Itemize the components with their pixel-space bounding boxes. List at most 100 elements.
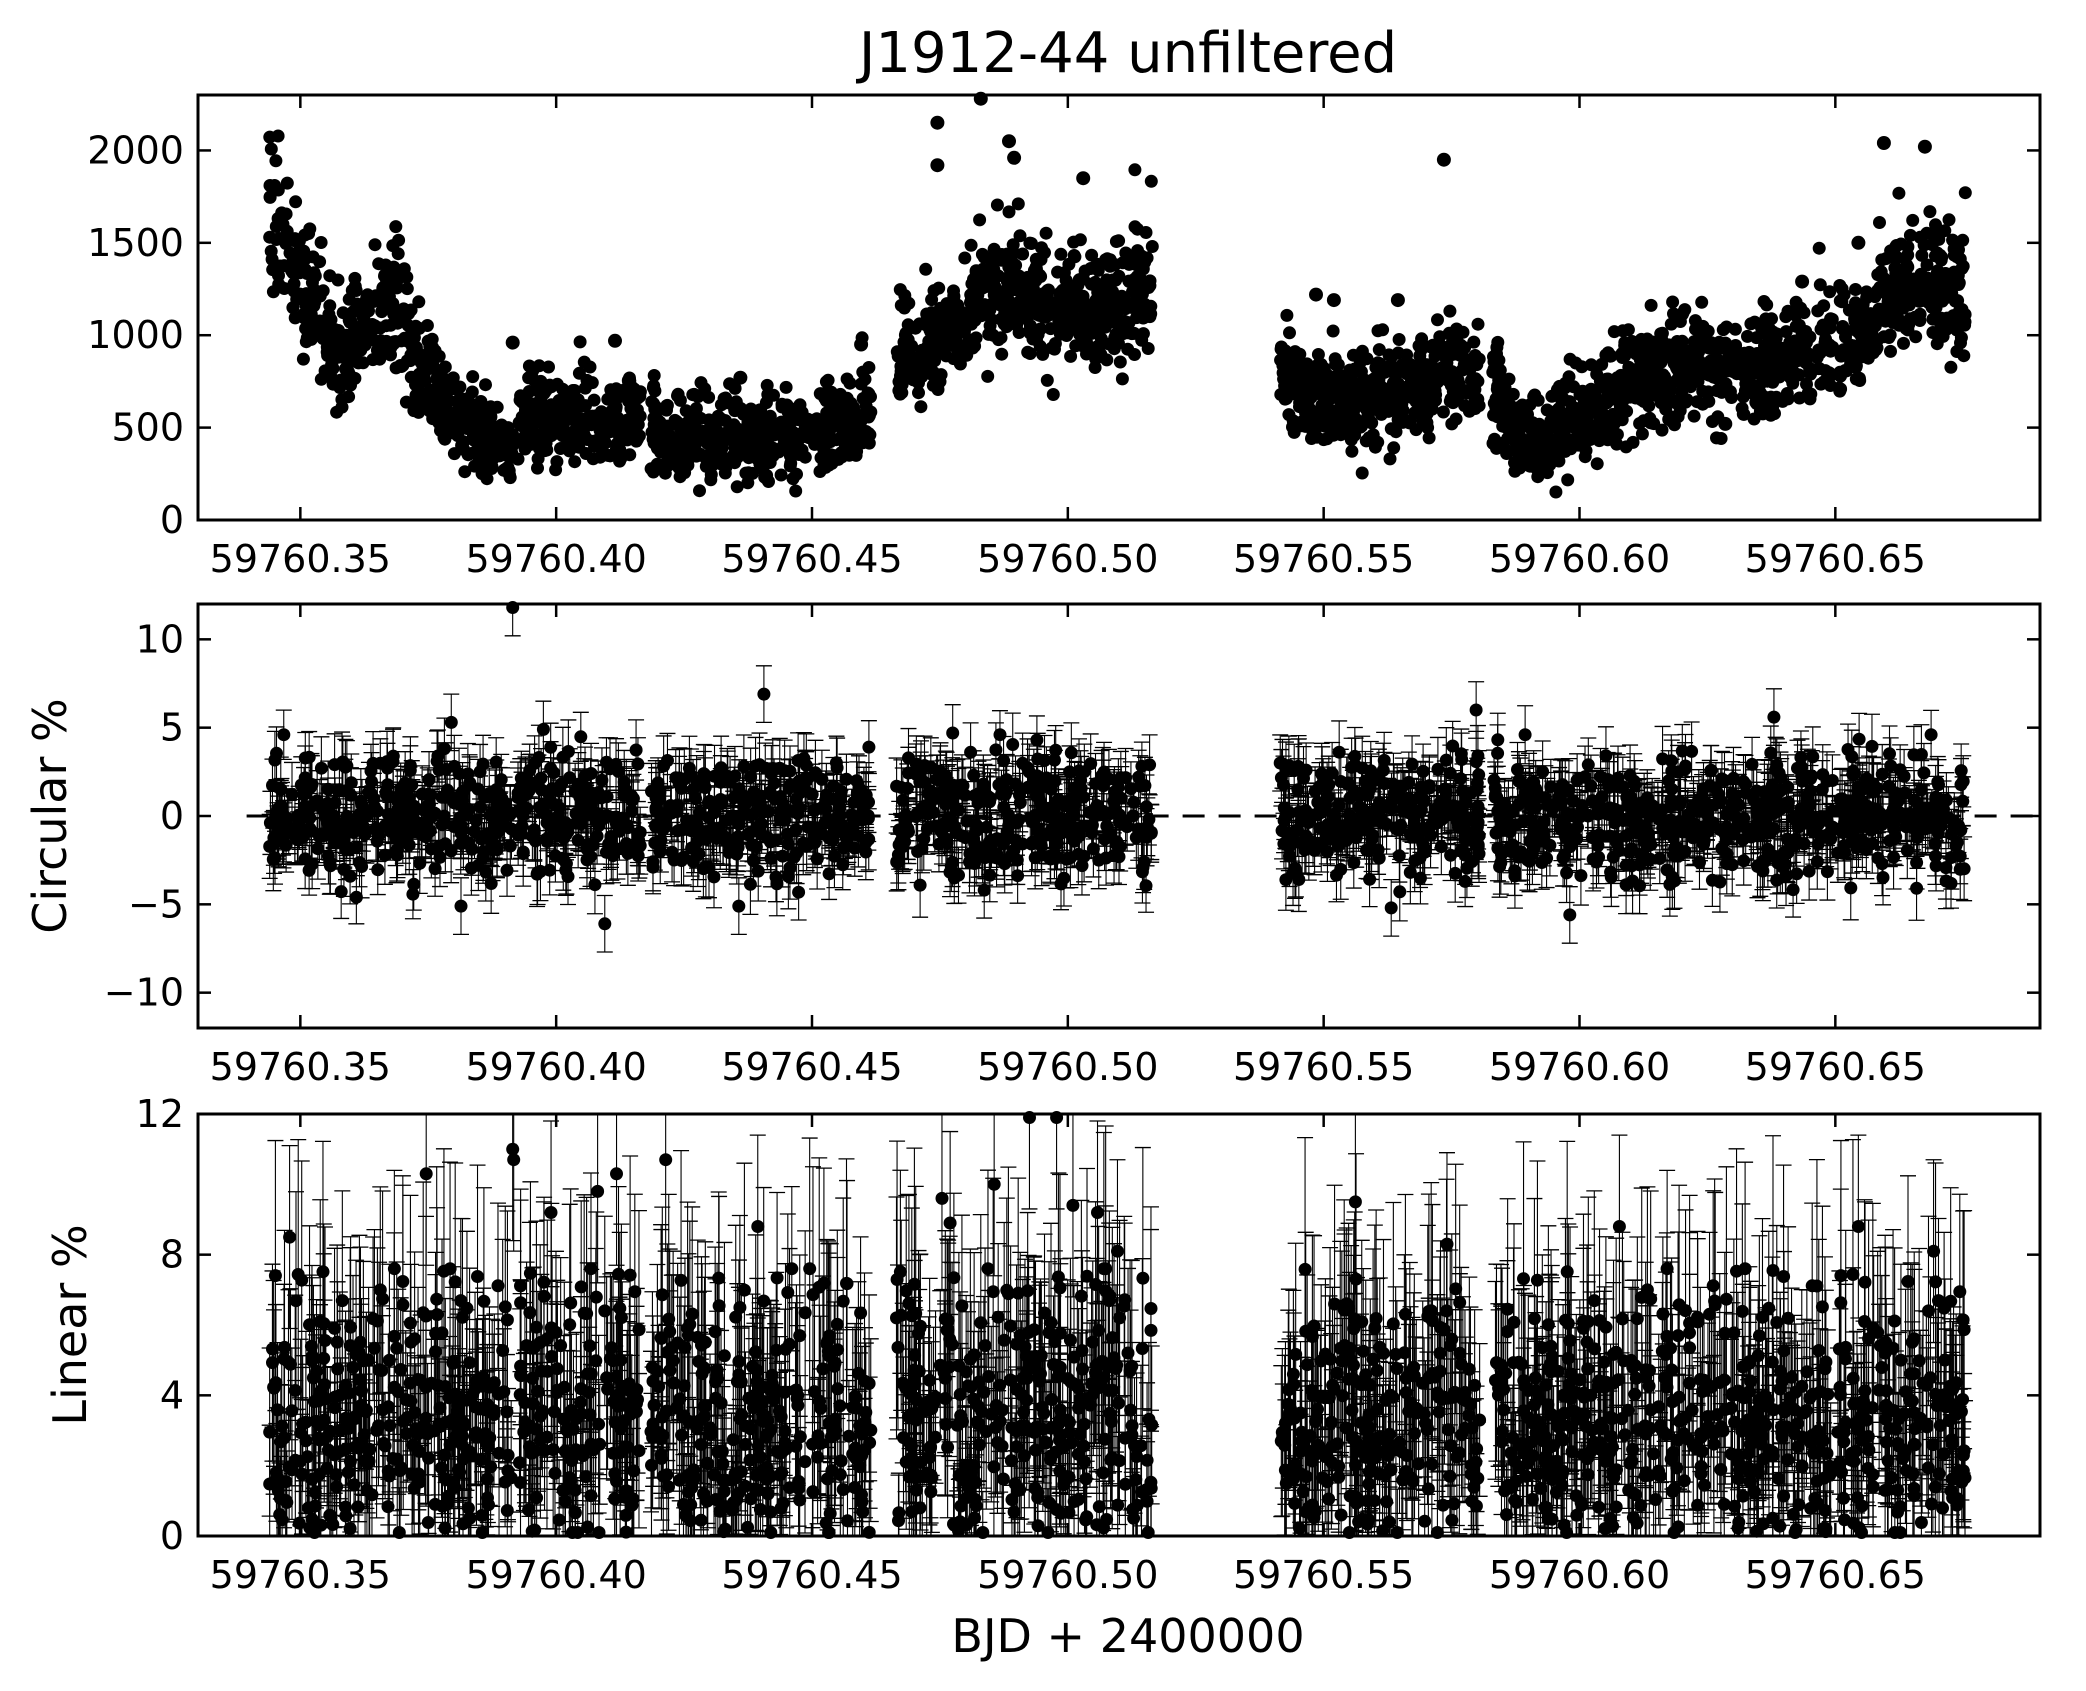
flux-point — [1822, 338, 1836, 352]
flux-point — [1318, 397, 1332, 411]
flux-point — [1676, 365, 1690, 379]
flux-point — [1360, 352, 1374, 366]
circular-point — [584, 767, 598, 780]
flux-point — [1007, 150, 1022, 165]
flux-point — [345, 371, 359, 384]
flux-point — [378, 268, 392, 282]
circular-point — [263, 816, 277, 830]
flux-point — [766, 441, 780, 455]
flux-point — [351, 356, 365, 370]
flux-point — [1431, 313, 1444, 327]
flux-point — [983, 325, 997, 339]
flux-point — [1283, 326, 1296, 340]
flux-point — [1590, 457, 1604, 471]
flux-point — [1760, 298, 1774, 312]
flux-point — [1075, 339, 1089, 353]
flux-point — [621, 374, 635, 387]
flux-point — [400, 270, 414, 284]
flux-point — [529, 383, 543, 397]
flux-point — [1002, 260, 1016, 274]
flux-point — [1625, 343, 1639, 357]
circular-point — [559, 828, 573, 842]
flux-point — [1355, 466, 1369, 480]
flux-point — [1134, 302, 1148, 316]
y-tick-label: 500 — [111, 406, 184, 450]
flux-point — [1277, 372, 1291, 386]
flux-point — [905, 367, 919, 381]
flux-point — [332, 324, 345, 337]
flux-point — [1640, 332, 1654, 346]
circular-point — [424, 811, 438, 824]
flux-point — [264, 244, 278, 258]
flux-point — [345, 283, 359, 297]
flux-point — [810, 412, 824, 426]
flux-point — [942, 337, 956, 351]
flux-point — [1492, 373, 1506, 387]
flux-point — [438, 360, 452, 374]
flux-point — [975, 247, 989, 261]
circular-point — [447, 759, 461, 773]
flux-point — [1897, 336, 1910, 350]
flux-point — [1507, 418, 1521, 432]
flux-point — [760, 472, 774, 486]
flux-point — [379, 319, 393, 333]
flux-point — [411, 403, 425, 417]
flux-point — [987, 242, 1001, 256]
flux-point — [1834, 369, 1847, 383]
flux-point — [1034, 253, 1048, 266]
flux-point — [915, 343, 929, 357]
circular-point — [534, 771, 548, 785]
flux-point — [1347, 426, 1361, 440]
flux-point — [573, 335, 587, 349]
flux-point — [1884, 344, 1897, 358]
flux-point — [1088, 275, 1102, 289]
flux-point — [1882, 331, 1896, 344]
circular-point — [343, 843, 357, 857]
y-tick-label: 2000 — [87, 128, 184, 172]
flux-point — [682, 452, 696, 466]
flux-point — [372, 257, 386, 271]
flux-point — [1917, 139, 1932, 154]
flux-point — [264, 142, 278, 156]
flux-point — [981, 268, 995, 282]
flux-point — [1795, 274, 1810, 289]
circular-point — [403, 759, 417, 773]
flux-point — [299, 287, 313, 301]
circular-point — [305, 778, 319, 791]
flux-point — [1039, 226, 1053, 240]
flux-point — [1540, 403, 1554, 417]
flux-point — [1719, 336, 1732, 350]
flux-point — [1303, 402, 1317, 416]
flux-point — [973, 213, 987, 227]
circular-point — [405, 803, 419, 816]
flux-point — [1117, 293, 1131, 307]
circular-point — [298, 751, 312, 765]
flux-point — [1753, 404, 1767, 418]
flux-point — [1508, 464, 1522, 478]
flux-point — [1656, 385, 1670, 399]
flux-point — [1902, 318, 1916, 331]
x-tick-label: 59760.35 — [210, 537, 391, 581]
flux-point — [519, 417, 533, 431]
flux-point — [400, 282, 414, 296]
flux-point — [1930, 337, 1944, 351]
flux-point — [1041, 309, 1055, 323]
flux-point — [585, 415, 599, 429]
flux-point — [1944, 360, 1958, 374]
flux-point — [361, 288, 375, 302]
flux-point — [660, 398, 674, 412]
flux-point — [1695, 295, 1709, 309]
flux-point — [1051, 265, 1065, 279]
flux-point — [817, 458, 831, 472]
x-tick-label: 59760.50 — [977, 537, 1158, 581]
flux-point — [1837, 288, 1851, 302]
flux-point — [549, 416, 563, 430]
flux-point — [1799, 348, 1813, 362]
y-tick-label: 0 — [160, 498, 184, 542]
flux-point — [487, 437, 501, 451]
flux-point — [314, 372, 328, 386]
flux-point — [914, 400, 928, 414]
flux-point — [1383, 452, 1397, 466]
flux-point — [714, 398, 728, 412]
